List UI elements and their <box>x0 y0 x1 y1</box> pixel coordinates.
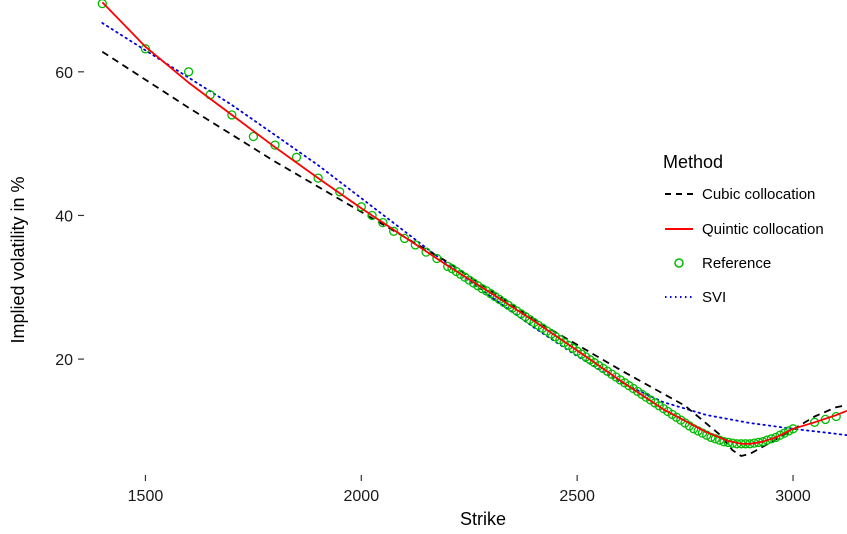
x-tick-label-3000: 3000 <box>775 488 811 505</box>
point-reference <box>809 417 820 427</box>
y-tick-label-60: 60 <box>55 65 73 82</box>
legend-label-cubic-collocation: Cubic collocation <box>702 186 815 203</box>
point-reference <box>771 432 781 443</box>
point-reference <box>335 187 345 197</box>
series-layer <box>97 0 847 457</box>
point-reference <box>356 202 366 212</box>
point-reference <box>766 434 777 444</box>
y-tick-label-40: 40 <box>55 208 73 225</box>
point-reference <box>227 110 237 120</box>
point-reference <box>432 253 442 264</box>
point-reference <box>140 44 151 54</box>
legend-key-reference <box>674 258 684 268</box>
point-reference <box>410 240 420 250</box>
legend-label-quintic-collocation: Quintic collocation <box>702 221 824 238</box>
series-line-quintic-collocation <box>101 1 847 445</box>
legend-label-reference: Reference <box>702 255 771 272</box>
point-reference <box>702 430 712 440</box>
point-reference <box>714 435 725 445</box>
point-reference <box>378 217 388 228</box>
y-axis: 20 40 60 <box>55 65 84 369</box>
legend-label-svi: SVI <box>702 289 726 306</box>
y-tick-label-20: 20 <box>55 352 73 369</box>
point-reference <box>291 152 302 162</box>
x-tick-label-2500: 2500 <box>559 488 595 505</box>
legend-item-cubic-collocation: Cubic collocation <box>665 186 815 203</box>
series-line-svi <box>101 22 847 437</box>
point-reference <box>313 173 323 183</box>
point-reference <box>443 261 453 272</box>
point-reference <box>399 233 410 244</box>
point-reference <box>367 210 377 221</box>
x-axis-title: Strike <box>460 509 506 529</box>
point-reference <box>183 67 194 77</box>
legend: Method Cubic collocation Quintic colloca… <box>663 152 824 306</box>
series-line-cubic-collocation <box>101 50 847 457</box>
point-reference <box>775 430 785 440</box>
legend-item-svi: SVI <box>665 289 726 306</box>
legend-item-quintic-collocation: Quintic collocation <box>665 221 824 238</box>
point-reference <box>784 426 794 436</box>
point-reference <box>97 0 107 9</box>
y-axis-title: Implied volatility in % <box>8 176 28 343</box>
point-reference <box>389 226 399 236</box>
point-reference <box>421 247 431 257</box>
plot-area <box>97 0 847 457</box>
point-reference <box>779 428 790 438</box>
x-axis: 1500 2000 2500 3000 <box>128 475 811 505</box>
point-reference <box>788 424 798 434</box>
legend-title: Method <box>663 152 723 172</box>
legend-item-reference: Reference <box>674 255 771 272</box>
point-reference <box>248 131 259 142</box>
x-tick-label-1500: 1500 <box>128 488 164 505</box>
x-tick-label-2000: 2000 <box>344 488 380 505</box>
point-reference <box>477 284 487 294</box>
point-reference <box>762 435 772 445</box>
